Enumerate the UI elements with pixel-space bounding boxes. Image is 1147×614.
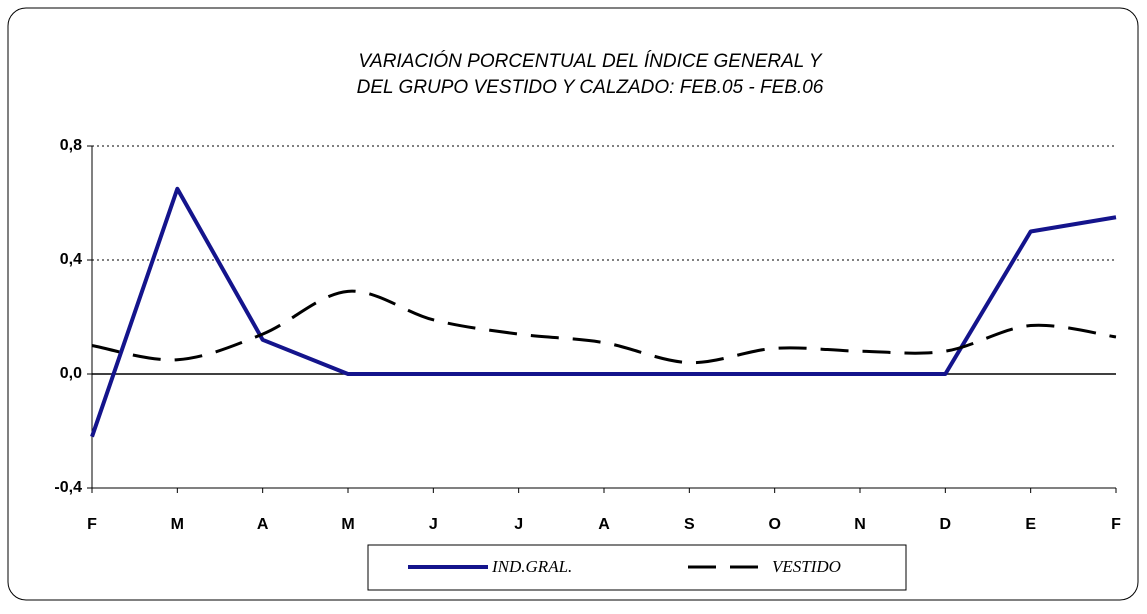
x-tick-label: O	[768, 516, 780, 533]
y-tick-label: 0,0	[60, 365, 82, 382]
legend-label: IND.GRAL.	[491, 557, 572, 576]
x-tick-label: N	[854, 516, 866, 533]
chart-title: VARIACIÓN PORCENTUAL DEL ÍNDICE GENERAL …	[358, 50, 823, 72]
y-tick-label: 0,8	[60, 137, 82, 154]
series-line	[91, 289, 1117, 365]
x-tick-label: A	[257, 516, 269, 533]
x-tick-label: M	[341, 516, 354, 533]
x-tick-label: J	[429, 516, 438, 533]
legend-label: VESTIDO	[772, 557, 841, 576]
y-tick-label: -0,4	[54, 479, 82, 496]
y-tick-label: 0,4	[60, 251, 82, 268]
series-line	[90, 186, 1117, 438]
x-tick-label: F	[1111, 516, 1121, 533]
chart-title: DEL GRUPO VESTIDO Y CALZADO: FEB.05 - FE…	[357, 77, 824, 98]
x-tick-label: D	[940, 516, 952, 533]
x-tick-label: M	[171, 516, 184, 533]
frame	[7, 7, 1139, 601]
x-tick-label: F	[87, 516, 97, 533]
x-tick-label: A	[598, 516, 610, 533]
x-tick-label: J	[514, 516, 523, 533]
x-tick-label: S	[684, 516, 695, 533]
x-tick-label: E	[1025, 516, 1036, 533]
